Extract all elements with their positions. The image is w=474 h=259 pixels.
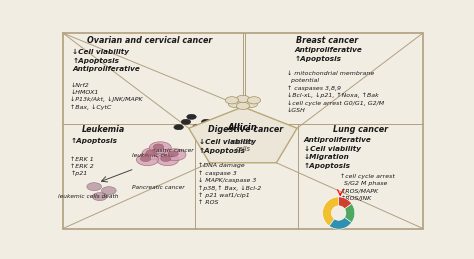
Polygon shape <box>189 107 297 163</box>
Text: ↓Nrf2
↓HMOX1
↓P13k/Akt, ↓JNK/MAPK
↑Bax, ↓CytC: ↓Nrf2 ↓HMOX1 ↓P13k/Akt, ↓JNK/MAPK ↑Bax, … <box>70 83 143 110</box>
Text: leukemic cells death: leukemic cells death <box>58 194 119 199</box>
Circle shape <box>245 100 258 107</box>
Text: Antiproliferative
↓Cell viability
↓Migration
↑Apoptosis: Antiproliferative ↓Cell viability ↓Migra… <box>303 137 371 169</box>
FancyBboxPatch shape <box>63 33 423 228</box>
Circle shape <box>140 156 151 162</box>
Circle shape <box>164 149 186 161</box>
Circle shape <box>237 102 249 110</box>
Circle shape <box>201 119 211 124</box>
Text: Lung cancer: Lung cancer <box>333 125 388 134</box>
Text: ↑DNA damage
↑ caspase 3
↓ MAPK/caspase 3
↑p38,↑ Bax, ↓Bcl-2
↑ p21 waf1/cip1
↑ RO: ↑DNA damage ↑ caspase 3 ↓ MAPK/caspase 3… <box>198 163 261 205</box>
Text: ↓Cell viability
↑Apoptosis: ↓Cell viability ↑Apoptosis <box>199 139 256 154</box>
Wedge shape <box>329 217 352 229</box>
Circle shape <box>137 154 158 166</box>
Wedge shape <box>345 204 355 222</box>
Circle shape <box>149 142 171 154</box>
Text: Breast cancer: Breast cancer <box>296 36 358 45</box>
Text: ↑Apoptosis: ↑Apoptosis <box>70 138 117 144</box>
Text: Allicin: Allicin <box>228 123 258 132</box>
Circle shape <box>153 144 164 149</box>
Circle shape <box>161 156 171 162</box>
Text: ↓Cell viability
↑Apoptosis
Antiproliferative: ↓Cell viability ↑Apoptosis Antiprolifera… <box>72 49 140 73</box>
Text: cancer
cells: cancer cells <box>232 139 254 152</box>
Wedge shape <box>339 197 352 209</box>
Text: Antiproliferative
↑Apoptosis: Antiproliferative ↑Apoptosis <box>294 47 362 62</box>
Text: Digestive cancer: Digestive cancer <box>208 125 283 134</box>
Circle shape <box>225 97 238 104</box>
Circle shape <box>101 187 116 195</box>
Text: ↑cell cycle arrest
  S/G2 M phase
↑ROS/MAPK
↑ROS/JNK: ↑cell cycle arrest S/G2 M phase ↑ROS/MAP… <box>340 174 395 201</box>
Circle shape <box>181 119 191 124</box>
Circle shape <box>228 100 241 107</box>
Text: Leukemia: Leukemia <box>82 125 125 134</box>
Circle shape <box>156 154 179 166</box>
Wedge shape <box>323 197 338 226</box>
Circle shape <box>87 183 101 191</box>
Circle shape <box>192 125 202 130</box>
Circle shape <box>168 151 178 156</box>
Text: gastric cancer: gastric cancer <box>152 148 194 153</box>
Text: Pancreatic cancer: Pancreatic cancer <box>132 185 185 190</box>
Circle shape <box>92 193 107 200</box>
Text: Ovarian and cervical cancer: Ovarian and cervical cancer <box>87 36 212 45</box>
Text: leukemic cells: leukemic cells <box>132 153 174 158</box>
Text: ↓ mitochondrial membrane
  potential
↑ caspases 3,8,9
↓Bcl-xL, ↓p21, ↑Noxa, ↑Bak: ↓ mitochondrial membrane potential ↑ cas… <box>287 71 384 113</box>
Circle shape <box>146 150 156 155</box>
Circle shape <box>187 114 196 119</box>
Circle shape <box>174 125 183 130</box>
Circle shape <box>237 95 249 103</box>
Circle shape <box>247 97 261 104</box>
Text: ↑ERK 1
↑ERK 2
↑p21: ↑ERK 1 ↑ERK 2 ↑p21 <box>70 157 94 176</box>
Circle shape <box>142 148 164 160</box>
